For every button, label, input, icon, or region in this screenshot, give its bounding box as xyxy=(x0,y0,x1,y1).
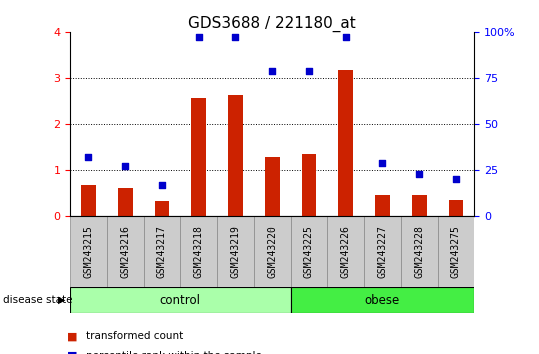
Text: GSM243228: GSM243228 xyxy=(414,225,424,278)
Point xyxy=(341,35,350,40)
Bar xyxy=(448,200,464,216)
Bar xyxy=(412,195,426,216)
Point xyxy=(452,176,460,182)
Text: ■: ■ xyxy=(67,351,78,354)
Bar xyxy=(438,216,474,287)
Point xyxy=(378,160,387,165)
Title: GDS3688 / 221180_at: GDS3688 / 221180_at xyxy=(188,16,356,32)
Bar xyxy=(143,216,181,287)
Point xyxy=(195,35,203,40)
Text: GSM243225: GSM243225 xyxy=(304,225,314,278)
Bar xyxy=(375,195,390,216)
Bar xyxy=(302,154,316,216)
Text: GSM243216: GSM243216 xyxy=(120,225,130,278)
Bar xyxy=(107,216,143,287)
Bar xyxy=(70,216,107,287)
Text: GSM243219: GSM243219 xyxy=(231,225,240,278)
Bar xyxy=(291,287,474,313)
Bar xyxy=(338,70,353,216)
Text: GSM243275: GSM243275 xyxy=(451,225,461,278)
Point xyxy=(231,35,240,40)
Text: GSM243217: GSM243217 xyxy=(157,225,167,278)
Text: GSM243218: GSM243218 xyxy=(194,225,204,278)
Text: ■: ■ xyxy=(67,331,78,341)
Bar xyxy=(118,188,133,216)
Point xyxy=(268,68,277,73)
Bar xyxy=(191,98,206,216)
Text: GSM243220: GSM243220 xyxy=(267,225,277,278)
Bar xyxy=(70,287,291,313)
Point xyxy=(157,182,166,188)
Point xyxy=(305,68,313,73)
Bar xyxy=(327,216,364,287)
Bar xyxy=(291,216,327,287)
Text: percentile rank within the sample: percentile rank within the sample xyxy=(86,351,262,354)
Text: GSM243215: GSM243215 xyxy=(84,225,93,278)
Text: transformed count: transformed count xyxy=(86,331,183,341)
Text: GSM243227: GSM243227 xyxy=(377,225,388,278)
Text: GSM243226: GSM243226 xyxy=(341,225,351,278)
Bar xyxy=(265,157,280,216)
Text: obese: obese xyxy=(365,293,400,307)
Point xyxy=(415,171,424,176)
Bar xyxy=(181,216,217,287)
Text: ▶: ▶ xyxy=(58,295,66,305)
Point xyxy=(84,154,93,160)
Bar xyxy=(364,216,401,287)
Bar xyxy=(401,216,438,287)
Bar xyxy=(254,216,291,287)
Text: disease state: disease state xyxy=(3,295,72,305)
Bar xyxy=(217,216,254,287)
Bar xyxy=(155,201,169,216)
Text: control: control xyxy=(160,293,201,307)
Point xyxy=(121,164,129,169)
Bar xyxy=(228,95,243,216)
Bar xyxy=(81,185,96,216)
